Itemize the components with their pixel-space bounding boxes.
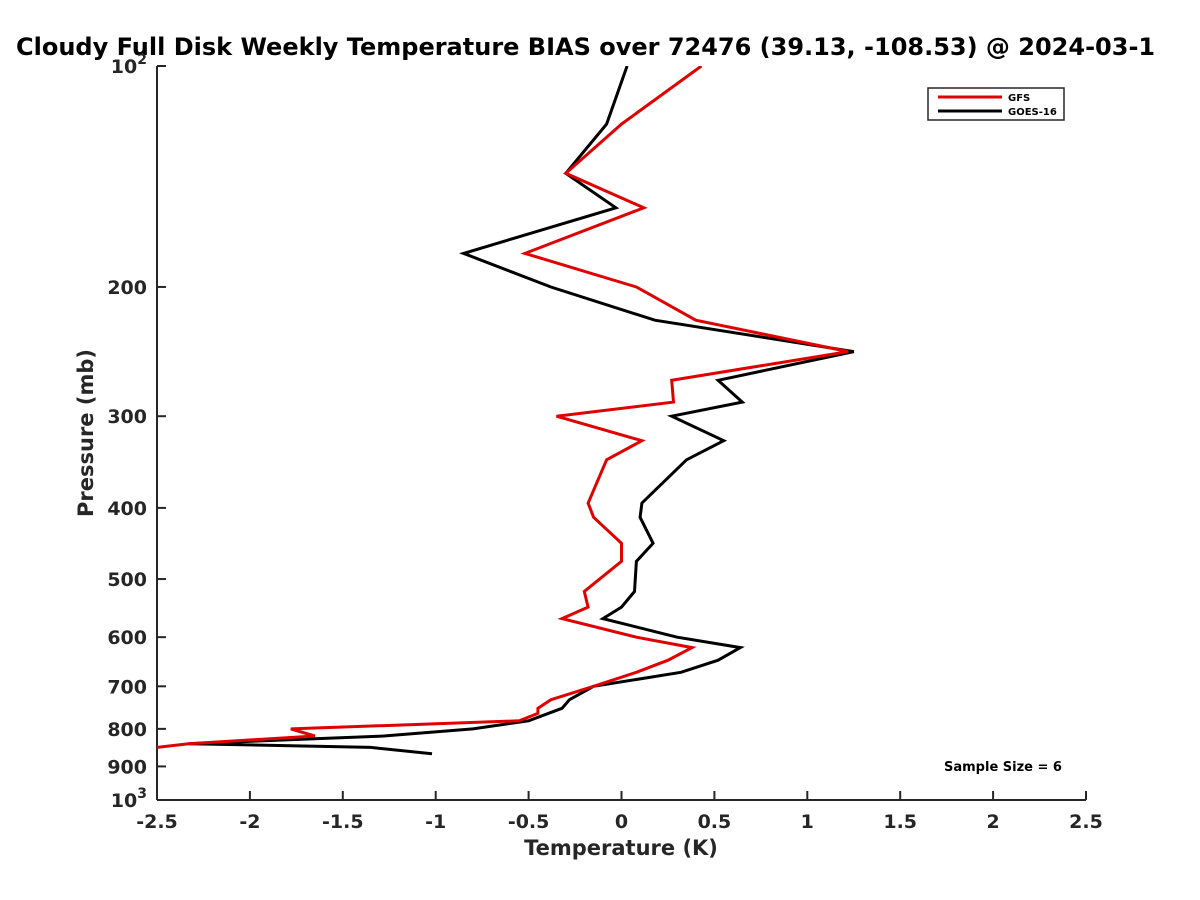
y-tick-label: 103	[111, 786, 147, 812]
y-tick-label: 500	[107, 569, 147, 591]
x-tick-label: -1.5	[322, 811, 364, 833]
plot-axes: -2.5 -2 -1.5 -1 -0.5 0 0.5 1 1.5 2 2.5 102 200 300 400…	[107, 52, 1103, 833]
y-tick-label: 102	[111, 52, 147, 78]
y-tick-label: 300	[107, 406, 147, 428]
y-tick-label: 400	[107, 498, 147, 520]
y-tick-label: 800	[107, 719, 147, 741]
legend: GFS GOES-16	[927, 87, 1065, 121]
x-tick-label: 0.5	[698, 811, 732, 833]
x-tick-label: 2.5	[1069, 811, 1103, 833]
x-tick-label: 1.5	[883, 811, 917, 833]
y-tick-label: 200	[107, 277, 147, 299]
series-line-gfs	[157, 66, 849, 749]
x-tick-label: -2	[239, 811, 260, 833]
y-axis-label: Pressure (mb)	[74, 349, 98, 517]
sample-size-annotation: Sample Size = 6	[944, 760, 1062, 775]
x-tick-label: 0	[615, 811, 628, 833]
y-tick-label: 600	[107, 627, 147, 649]
x-tick-label: -1	[425, 811, 446, 833]
y-tick-label: 700	[107, 676, 147, 698]
x-tick-label: -0.5	[508, 811, 550, 833]
legend-label-gfs: GFS	[1008, 93, 1030, 104]
x-tick-label: 1	[801, 811, 814, 833]
legend-label-goes-16: GOES-16	[1008, 107, 1057, 118]
legend-box	[927, 87, 1065, 121]
x-tick-label: 2	[986, 811, 999, 833]
y-tick-label: 900	[107, 756, 147, 778]
series-line-goes-16	[188, 66, 855, 756]
x-axis-label: Temperature (K)	[524, 836, 718, 860]
series-layer	[157, 66, 855, 756]
x-tick-label: -2.5	[136, 811, 178, 833]
chart-title: Cloudy Full Disk Weekly Temperature BIAS…	[16, 33, 1155, 61]
